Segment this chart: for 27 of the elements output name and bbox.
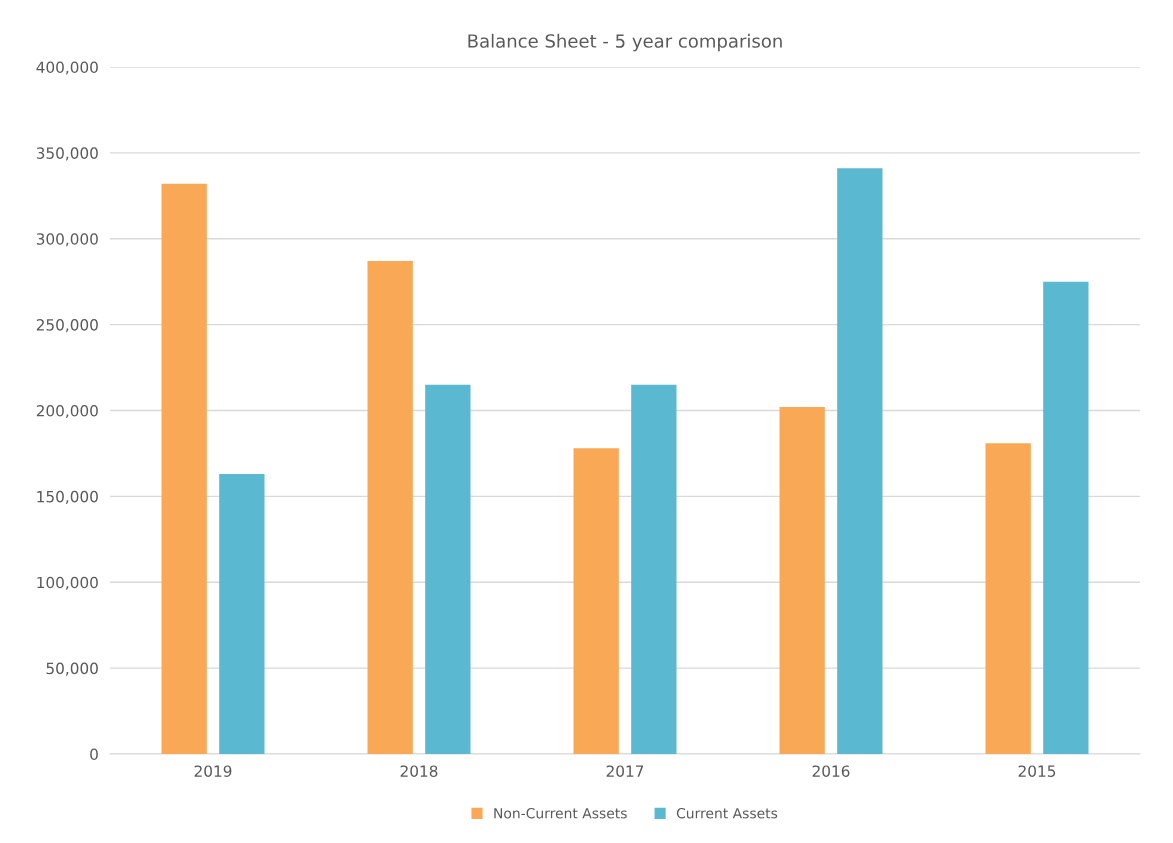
bar	[1043, 281, 1089, 754]
x-tick-label: 2015	[1018, 765, 1056, 777]
y-tick-label: 150,000	[37, 490, 98, 504]
y-tick-label: 0	[90, 748, 98, 761]
legend-label: Current Assets	[676, 807, 778, 819]
bar	[219, 474, 265, 754]
bar	[161, 183, 207, 754]
bar	[985, 443, 1031, 754]
bar	[367, 261, 413, 754]
y-tick-label: 350,000	[36, 147, 98, 161]
bar	[631, 384, 677, 754]
bar	[837, 168, 883, 754]
x-tick-label: 2018	[400, 765, 438, 777]
y-tick-label: 100,000	[37, 576, 98, 590]
legend-label: Non-Current Assets	[494, 807, 627, 819]
y-tick-label: 200,000	[36, 404, 98, 419]
x-tick-label: 2019	[194, 765, 232, 777]
bar	[779, 407, 825, 754]
y-tick-label: 250,000	[36, 319, 98, 333]
y-tick-label: 400,000	[36, 61, 98, 75]
x-tick-label: 2017	[606, 765, 644, 777]
bar	[425, 384, 471, 754]
y-tick-label: 50,000	[46, 662, 98, 676]
bar	[573, 448, 619, 754]
y-tick-label: 300,000	[36, 233, 98, 247]
chart-title: Balance Sheet - 5 year comparison	[468, 33, 782, 52]
x-tick-label: 2016	[812, 765, 850, 777]
